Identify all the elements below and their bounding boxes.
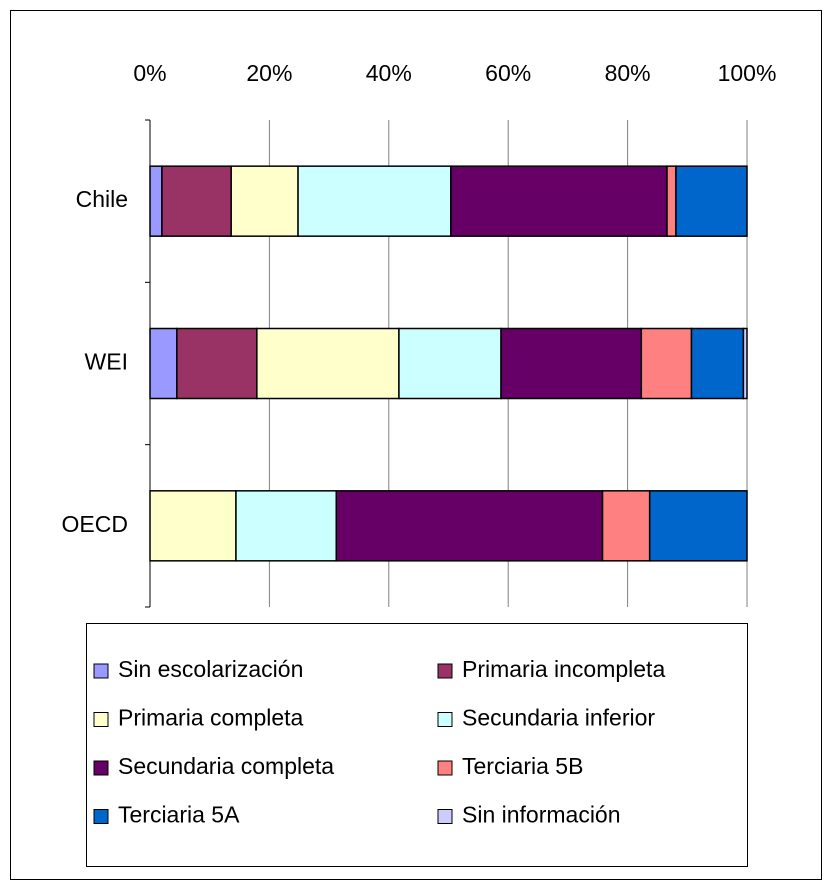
x-tick-label: 40% xyxy=(366,60,412,86)
y-tick-label: Chile xyxy=(76,186,128,212)
bar-segment xyxy=(648,490,748,562)
legend-box xyxy=(86,623,748,867)
bar-segment xyxy=(640,327,693,400)
legend-label: Primaria incompleta xyxy=(462,656,665,682)
bar-segment xyxy=(450,165,668,237)
x-tick-label: 100% xyxy=(718,60,777,86)
legend-swatch xyxy=(437,663,453,679)
legend-label: Sin información xyxy=(462,802,621,828)
bar-segment xyxy=(675,165,748,237)
legend-swatch xyxy=(93,809,109,824)
legend-label: Terciaria 5B xyxy=(462,753,583,779)
legend-label: Sin escolarización xyxy=(118,656,303,682)
bar-segment xyxy=(230,165,299,237)
legend-swatch xyxy=(437,809,453,824)
bar-segment xyxy=(149,327,178,400)
bar-segment xyxy=(500,327,643,400)
bar-segment xyxy=(256,327,400,400)
bar-segment xyxy=(235,490,338,562)
bar-segment xyxy=(666,165,677,237)
legend-swatch xyxy=(437,760,453,776)
legend-label: Secundaria inferior xyxy=(462,705,655,731)
x-tick-label: 20% xyxy=(246,60,292,86)
x-tick-label: 60% xyxy=(485,60,531,86)
bar-segment xyxy=(149,165,163,237)
legend-swatch xyxy=(93,712,109,727)
bar-segment xyxy=(398,327,502,400)
bar-segment xyxy=(149,490,237,562)
bar-segment xyxy=(335,490,604,562)
bar-segment xyxy=(742,327,748,400)
x-tick-label: 80% xyxy=(605,60,651,86)
y-tick-label: OECD xyxy=(62,511,128,537)
bar-segment xyxy=(176,327,258,400)
bar-segment xyxy=(161,165,232,237)
legend-label: Secundaria completa xyxy=(118,753,334,779)
legend-label: Primaria completa xyxy=(118,705,304,731)
legend-swatch xyxy=(93,760,109,776)
y-tick-label: WEI xyxy=(85,349,128,375)
x-tick-label: 0% xyxy=(133,60,166,86)
legend-label: Terciaria 5A xyxy=(118,802,240,828)
bar-segment xyxy=(690,327,745,400)
legend-swatch xyxy=(437,712,453,727)
legend-swatch xyxy=(93,663,109,679)
bar-segment xyxy=(601,490,651,562)
bar-segment xyxy=(297,165,452,237)
